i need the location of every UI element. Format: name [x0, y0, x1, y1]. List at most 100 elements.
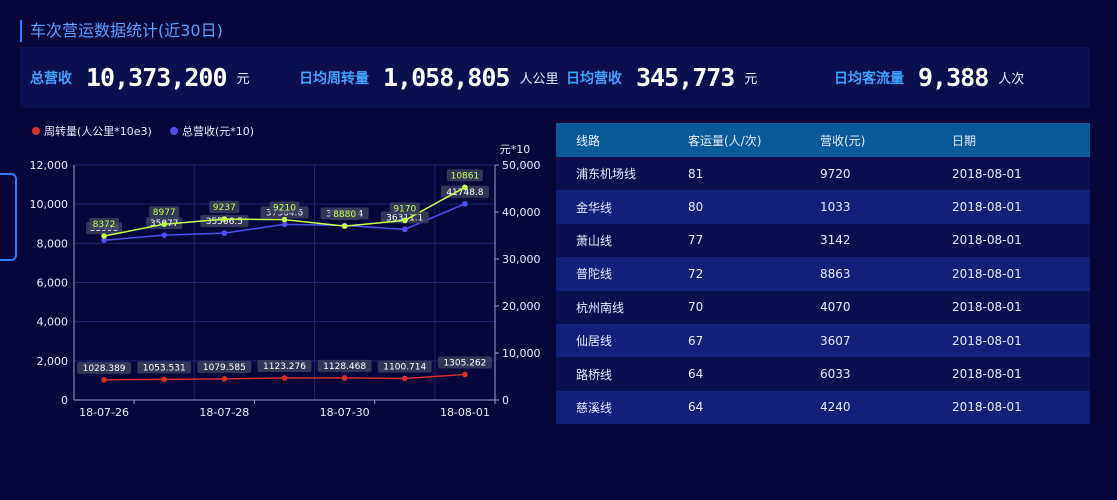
data-point: [401, 217, 408, 224]
revenue-cell: 8863: [820, 266, 851, 281]
data-label: 8977: [153, 208, 176, 218]
table-row[interactable]: 杭州南线 70 4070 2018-08-01: [556, 290, 1090, 324]
date-cell: 2018-08-01: [952, 367, 1022, 382]
route-cell: 路桥线: [576, 367, 613, 382]
data-label-bg: [149, 206, 180, 219]
kpi-bar: 总营收 10,373,200 元 日均周转量 1,058,805 人公里 日均营…: [20, 47, 1090, 108]
passenger-cell: 80: [688, 200, 704, 215]
data-point: [281, 221, 288, 228]
operations-line-chart: 0 2,000 4,000 6,000 8,000 10,000 12,000 0 10,000…: [20, 118, 541, 428]
kpi-daily-revenue: 日均营收 345,773 元: [566, 47, 757, 108]
y-right-tick-label: 20,000: [502, 300, 540, 313]
table-row[interactable]: 金华线 80 1033 2018-08-01: [556, 190, 1090, 224]
data-label-bg: [377, 360, 432, 373]
kpi-daily-passengers: 日均客流量 9,388 人次: [834, 47, 1024, 108]
y-left-tick-label: 8,000: [37, 237, 69, 250]
kpi-unit: 元: [744, 72, 758, 87]
data-label-bg: [269, 201, 300, 214]
table-row[interactable]: 普陀线 72 8863 2018-08-01: [556, 257, 1090, 291]
data-label: 1123.276: [263, 362, 306, 372]
data-point: [101, 237, 107, 244]
kpi-label: 日均客流量: [834, 70, 904, 87]
passenger-cell: 64: [688, 400, 704, 415]
passenger-cell: 72: [688, 266, 704, 281]
revenue-cell: 3607: [820, 333, 851, 348]
kpi-total-revenue: 总营收 10,373,200 元: [30, 47, 250, 108]
date-cell: 2018-08-01: [952, 266, 1022, 281]
data-label-bg: [197, 360, 252, 373]
data-point: [462, 200, 468, 207]
kpi-value: 9,388: [918, 63, 989, 92]
legend-marker: [170, 127, 178, 135]
y-left-tick-label: 12,000: [30, 159, 69, 172]
column-header-passengers[interactable]: 客运量(人/次): [688, 133, 762, 148]
kpi-value: 345,773: [636, 63, 735, 92]
data-point: [221, 376, 228, 382]
table-row[interactable]: 路桥线 64 6033 2018-08-01: [556, 357, 1090, 391]
date-cell: 2018-08-01: [952, 333, 1022, 348]
table-row[interactable]: 萧山线 77 3142 2018-08-01: [556, 223, 1090, 258]
column-header-route[interactable]: 线路: [576, 133, 601, 148]
kpi-label: 日均营收: [566, 70, 622, 87]
data-point: [161, 376, 168, 383]
revenue-cell: 6033: [820, 367, 851, 382]
data-label: 1305.262: [443, 358, 486, 368]
data-label: 1100.714: [383, 362, 426, 372]
kpi-daily-turnover: 日均周转量 1,058,805 人公里: [299, 47, 558, 108]
data-label: 35506.5: [206, 217, 243, 227]
data-point: [101, 233, 107, 239]
y-right-tick-label: 30,000: [502, 253, 540, 266]
data-label-bg: [77, 361, 132, 374]
date-cell: 2018-08-01: [952, 400, 1022, 415]
y-left-tick-label: 4,000: [37, 316, 69, 329]
column-header-revenue[interactable]: 营收(元): [820, 133, 866, 148]
data-label: 9170: [393, 204, 416, 214]
data-label: 41748.8: [446, 188, 483, 198]
data-label-bg: [137, 361, 192, 374]
table-row[interactable]: 慈溪线 64 4240 2018-08-01: [556, 390, 1090, 425]
table-row[interactable]: 仙居线 67 3607 2018-08-01: [556, 323, 1090, 358]
data-label: 9210: [273, 204, 296, 214]
route-cell: 慈溪线: [576, 400, 613, 415]
route-cell: 金华线: [576, 200, 613, 215]
table-row[interactable]: 浦东机场线 81 9720 2018-08-01: [556, 157, 1090, 191]
route-cell: 普陀线: [576, 267, 613, 282]
data-label: 1079.585: [203, 363, 246, 373]
passenger-cell: 70: [688, 300, 704, 315]
data-point: [462, 371, 468, 378]
revenue-cell: 4070: [820, 300, 851, 315]
data-label: 1128.468: [323, 362, 366, 372]
data-label: 9237: [213, 203, 236, 213]
x-tick-label: 18-07-26: [79, 406, 129, 419]
data-label-bg: [440, 185, 489, 198]
data-point: [101, 377, 107, 383]
date-cell: 2018-08-01: [952, 200, 1022, 215]
route-cell: 仙居线: [576, 334, 613, 349]
data-point: [281, 375, 288, 381]
legend-label: 总营收(元*10): [182, 124, 254, 138]
data-point: [161, 221, 168, 228]
route-cell: 浦东机场线: [576, 167, 637, 182]
passenger-cell: 77: [688, 233, 704, 248]
x-tick-label: 18-07-28: [199, 406, 249, 419]
y-right-tick-label: 50,000: [502, 159, 540, 172]
kpi-unit: 人公里: [519, 72, 559, 87]
data-point: [221, 216, 228, 222]
y-right-axis-label: 元*10: [500, 143, 531, 156]
kpi-value: 10,373,200: [86, 63, 228, 92]
data-label-bg: [89, 218, 120, 231]
data-point: [401, 375, 408, 382]
data-label: 1028.389: [83, 364, 126, 374]
data-label: 8372: [93, 220, 116, 230]
passenger-cell: 67: [688, 333, 704, 348]
revenue-cell: 9720: [820, 166, 851, 181]
y-left-tick-label: 6,000: [37, 277, 69, 290]
column-header-date[interactable]: 日期: [952, 133, 977, 148]
kpi-unit: 元: [236, 72, 250, 87]
data-point: [281, 216, 288, 223]
data-label-bg: [446, 169, 483, 182]
x-tick-label: 18-07-30: [320, 406, 370, 419]
side-panel-tab[interactable]: [0, 173, 17, 261]
legend-marker: [32, 127, 40, 135]
data-label-bg: [209, 201, 240, 214]
